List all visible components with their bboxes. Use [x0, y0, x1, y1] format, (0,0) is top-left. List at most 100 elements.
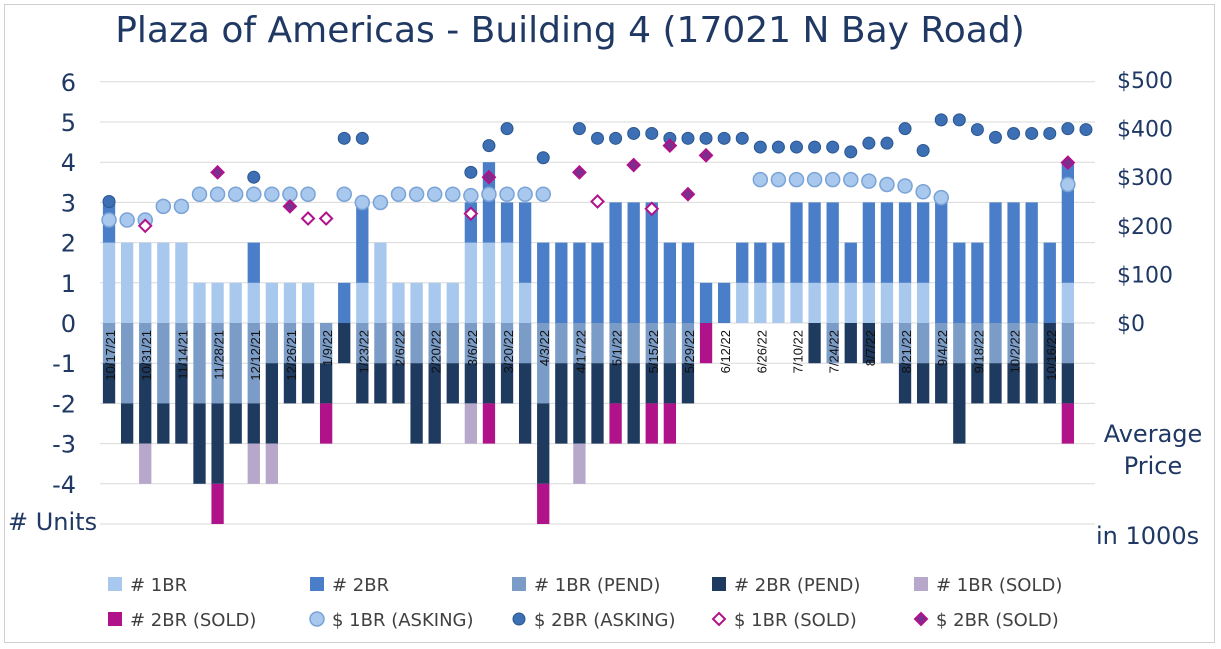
marker-2br-asking: [1079, 123, 1093, 137]
bar-1br-pend: [518, 323, 532, 364]
bar-2br-pend: [681, 363, 695, 404]
bar-1br-pend: [482, 323, 496, 364]
marker-2br-sold: [571, 164, 587, 180]
left-tick-label: 4: [61, 149, 76, 177]
bar-1br: [175, 242, 188, 323]
bar-2br: [1043, 242, 1056, 323]
marker-2br-asking: [645, 126, 659, 140]
bar-1br-pend: [120, 323, 134, 404]
marker-1br-asking: [897, 178, 913, 194]
legend-swatch: [711, 611, 727, 627]
marker-1br-asking: [101, 212, 117, 228]
marker-1br-asking: [191, 186, 208, 202]
marker-2br-asking: [627, 126, 641, 140]
bar-2br: [627, 202, 640, 323]
marker-1br-sold: [300, 211, 316, 226]
date-tick-label: 4/3/22: [537, 330, 552, 366]
bar-2br-pend: [663, 363, 677, 404]
bar-1br-pend: [989, 323, 1002, 364]
marker-2br-asking: [880, 136, 894, 150]
marker-2br-asking: [609, 131, 623, 145]
marker-1br-asking: [119, 212, 135, 228]
marker-1br-asking: [933, 189, 949, 206]
marker-2br-asking: [844, 145, 858, 159]
legend-swatch: [512, 577, 526, 591]
bar-1br-pend: [627, 323, 640, 364]
marker-1br-sold: [463, 206, 479, 222]
bar-2br-pend: [591, 363, 604, 444]
bar-1br: [862, 282, 876, 323]
date-tick-label: 6/26/22: [754, 330, 769, 373]
bar-2br: [356, 202, 369, 283]
bar-2br-pend: [1043, 323, 1056, 404]
date-tick-label: 12/26/21: [284, 330, 299, 381]
marker-2br-asking: [536, 151, 550, 165]
marker-2br-asking: [970, 123, 984, 137]
bar-1br-pend: [663, 323, 677, 364]
marker-1br-asking: [336, 186, 352, 202]
bar-1br-pend: [211, 323, 224, 404]
bar-1br-pend: [193, 323, 206, 404]
bar-2br-pend: [247, 403, 260, 444]
bar-2br-pend: [428, 363, 441, 444]
left-tick-label: 2: [61, 230, 76, 258]
date-tick-label: 8/7/22: [863, 330, 878, 366]
bar-2br: [591, 242, 604, 323]
bar-1br-pend: [681, 323, 695, 364]
right-tick-label: $300: [1117, 166, 1173, 191]
marker-1br-asking: [879, 176, 895, 193]
bar-1br: [772, 282, 785, 323]
bar-1br-pend: [591, 323, 604, 364]
marker-2br-sold: [662, 138, 678, 154]
bar-2br: [1007, 202, 1020, 323]
left-tick-label: -3: [52, 431, 76, 459]
marker-2br-sold: [481, 169, 497, 185]
marker-2br-asking: [934, 113, 948, 127]
bar-1br-pend: [1007, 323, 1020, 364]
bar-1br-pend: [301, 323, 315, 364]
bar-1br-pend: [374, 323, 387, 364]
bar-2br-pend: [808, 323, 821, 364]
bar-2br: [717, 282, 731, 323]
marker-2br-asking: [952, 113, 966, 127]
marker-2br-asking: [464, 165, 478, 179]
bar-2br-pend: [446, 363, 459, 404]
bar-2br: [1025, 202, 1038, 323]
marker-2br-asking: [916, 143, 930, 157]
bar-1br: [844, 282, 857, 323]
bar-2br-pend: [139, 363, 152, 444]
bar-1br: [283, 282, 297, 323]
bar-1br: [754, 282, 767, 323]
bar-2br: [681, 242, 695, 323]
left-tick-label: -4: [52, 471, 76, 499]
bar-1br: [211, 282, 224, 323]
bar-1br-pend: [356, 323, 369, 364]
bar-2br-pend: [627, 363, 640, 444]
bar-1br: [410, 282, 423, 323]
marker-1br-asking: [517, 186, 533, 202]
marker-2br-asking: [699, 131, 713, 145]
bar-1br-pend: [898, 323, 912, 364]
bar-1br: [193, 282, 206, 323]
marker-2br-asking: [1025, 126, 1039, 140]
bar-2br-pend: [916, 363, 930, 404]
marker-2br-asking: [826, 140, 840, 154]
bar-2br: [699, 282, 713, 323]
bar-1br-pend: [1061, 323, 1075, 364]
marker-2br-asking: [862, 136, 876, 150]
bar-2br-pend: [193, 403, 206, 484]
bar-2br-pend: [392, 363, 405, 404]
bar-2br-pend: [971, 363, 984, 404]
date-tick-label: 5/1/22: [610, 330, 625, 366]
bar-1br-pend: [500, 323, 514, 364]
bar-1br: [229, 282, 242, 323]
bar-2br: [772, 242, 785, 283]
date-tick-label: 4/17/22: [573, 330, 588, 373]
legend-label: $ 2BR (SOLD): [936, 610, 1059, 631]
date-tick-label: 10/16/22: [1044, 330, 1059, 381]
bar-1br: [518, 282, 532, 323]
bar-1br-pend: [609, 323, 622, 364]
marker-1br-asking: [354, 194, 371, 211]
legend-swatch: [914, 577, 928, 591]
marker-2br-asking: [735, 131, 749, 145]
